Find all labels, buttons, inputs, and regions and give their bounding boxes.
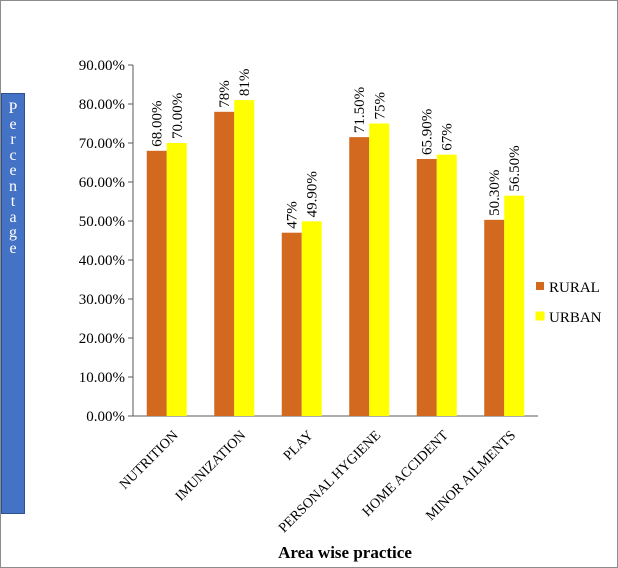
y-tick-label: 40.00% xyxy=(79,253,125,269)
y-tick-label: 50.00% xyxy=(79,214,125,230)
x-axis-title: Area wise practice xyxy=(278,543,412,562)
bar-urban xyxy=(166,143,187,416)
data-label-rural: 65.90% xyxy=(420,109,436,155)
bar-rural xyxy=(281,232,302,416)
y-tick-label: 70.00% xyxy=(79,136,125,152)
data-label-rural: 71.50% xyxy=(352,87,368,133)
bar-urban xyxy=(301,221,322,416)
data-label-urban: 56.50% xyxy=(507,145,523,191)
data-label-urban: 67% xyxy=(440,123,456,151)
legend-swatch-rural xyxy=(536,282,544,290)
y-tick-labels: 0.00% 10.00% 20.00% 30.00% 40.00% 50.00% 60.00… xyxy=(79,58,133,425)
bar-urban xyxy=(369,123,390,416)
data-label-urban: 75% xyxy=(372,92,388,120)
bar-urban xyxy=(234,100,255,416)
bar-rural xyxy=(349,137,370,416)
bar-urban xyxy=(504,195,525,416)
x-tick-label: PLAY xyxy=(281,428,317,464)
x-tick-label: NUTRITION xyxy=(117,428,182,493)
bar-rural xyxy=(416,158,437,417)
y-tick-label: 30.00% xyxy=(79,292,125,308)
bar-rural xyxy=(214,111,235,417)
legend-label-rural: RURAL xyxy=(549,280,600,296)
x-tick-label: IMUNIZATION xyxy=(173,428,249,504)
data-label-rural: 50.30% xyxy=(487,170,503,216)
bar-rural xyxy=(146,150,167,417)
y-tick-label: 10.00% xyxy=(79,370,125,386)
bar-urban xyxy=(436,154,457,416)
data-label-rural: 68.00% xyxy=(150,101,166,147)
y-axis-title-box: P e r c e n t a g e xyxy=(1,93,25,514)
y-axis-title: P e r c e n t a g e xyxy=(8,100,18,257)
data-labels: 68.00% 70.00% 78% 81% 47% 49.90% 71.50% 75% 65.9… xyxy=(150,69,524,229)
data-label-urban: 70.00% xyxy=(170,93,186,139)
bar-rural xyxy=(484,219,505,416)
y-tick-label: 80.00% xyxy=(79,97,125,113)
legend-swatch-urban xyxy=(535,311,545,321)
data-label-rural: 47% xyxy=(285,201,301,229)
bars xyxy=(146,100,525,417)
data-label-rural: 78% xyxy=(217,80,233,108)
data-label-urban: 49.90% xyxy=(305,171,321,217)
legend-label-urban: URBAN xyxy=(549,310,602,326)
legend: RURAL URBAN xyxy=(535,280,602,326)
y-tick-label: 90.00% xyxy=(79,58,125,74)
axes xyxy=(132,65,538,417)
data-label-urban: 81% xyxy=(237,69,253,97)
y-tick-label: 0.00% xyxy=(86,409,125,425)
y-tick-label: 60.00% xyxy=(79,175,125,191)
y-tick-label: 20.00% xyxy=(79,331,125,347)
